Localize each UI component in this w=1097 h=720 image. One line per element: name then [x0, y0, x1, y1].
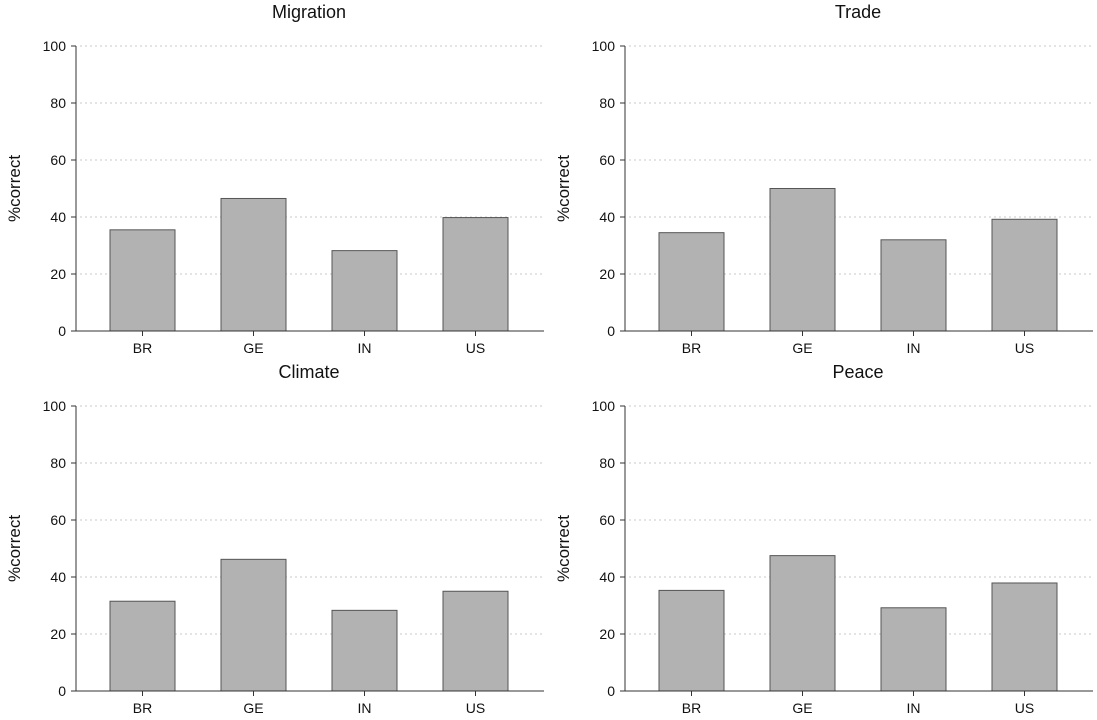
bar-ge [769, 188, 836, 332]
y-tick-label: 0 [607, 683, 615, 699]
y-tick-label: 80 [599, 95, 615, 111]
bar-in [880, 239, 947, 332]
bar-us [991, 218, 1058, 332]
bar-br [109, 600, 176, 692]
x-tick-label-in: IN [358, 340, 372, 356]
y-tick-label: 60 [599, 512, 615, 528]
y-tick-label: 80 [50, 455, 66, 471]
y-axis-label: %correct [5, 155, 24, 222]
y-tick-label: 20 [50, 626, 66, 642]
x-tick-label-ge: GE [792, 340, 812, 356]
x-tick-label-ge: GE [792, 700, 812, 716]
x-tick-label-us: US [1015, 700, 1034, 716]
x-tick-label-us: US [1015, 340, 1034, 356]
y-tick-label: 100 [592, 398, 616, 414]
x-tick-label-br: BR [133, 700, 152, 716]
y-tick-label: 0 [58, 323, 66, 339]
y-tick-label: 0 [607, 323, 615, 339]
y-tick-label: 80 [50, 95, 66, 111]
y-axis-label: %correct [554, 515, 573, 582]
y-tick-label: 40 [50, 569, 66, 585]
bar-ge [220, 558, 287, 692]
y-tick-label: 40 [599, 569, 615, 585]
y-tick-label: 40 [50, 209, 66, 225]
bar-br [658, 589, 725, 692]
y-tick-label: 100 [592, 38, 616, 54]
x-tick-label-br: BR [682, 700, 701, 716]
bar-us [991, 582, 1058, 692]
chart-title: Climate [278, 362, 339, 382]
bar-ge [220, 197, 287, 332]
bar-in [331, 250, 398, 332]
y-tick-label: 100 [43, 398, 67, 414]
y-tick-label: 20 [599, 266, 615, 282]
bar-br [658, 232, 725, 332]
x-tick-label-ge: GE [243, 340, 263, 356]
bar-ge [769, 555, 836, 692]
y-tick-label: 60 [50, 512, 66, 528]
x-tick-label-br: BR [133, 340, 152, 356]
x-tick-label-us: US [466, 340, 485, 356]
y-tick-label: 100 [43, 38, 67, 54]
bar-us [442, 590, 509, 692]
x-tick-label-ge: GE [243, 700, 263, 716]
chart-panel-trade: 0 20 40 60 80 100 BR GE IN US Trade %correct [554, 2, 1093, 356]
y-axis-label: %correct [5, 515, 24, 582]
chart-panel-climate: 0 20 40 60 80 100 BR GE IN US Climate %correct [5, 362, 544, 716]
x-tick-label-in: IN [907, 700, 921, 716]
x-tick-label-in: IN [907, 340, 921, 356]
bar-in [880, 607, 947, 692]
bar-br [109, 229, 176, 332]
x-tick-label-br: BR [682, 340, 701, 356]
chart-title: Migration [272, 2, 346, 22]
chart-title: Trade [835, 2, 881, 22]
y-tick-label: 60 [50, 152, 66, 168]
y-tick-label: 40 [599, 209, 615, 225]
x-tick-label-in: IN [358, 700, 372, 716]
y-tick-label: 80 [599, 455, 615, 471]
bar-in [331, 609, 398, 692]
y-axis-label: %correct [554, 155, 573, 222]
x-tick-label-us: US [466, 700, 485, 716]
bar-us [442, 217, 509, 332]
y-tick-label: 60 [599, 152, 615, 168]
y-tick-label: 0 [58, 683, 66, 699]
chart-panel-peace: 0 20 40 60 80 100 BR GE IN US Peace %correct [554, 362, 1093, 716]
y-tick-label: 20 [50, 266, 66, 282]
chart-title: Peace [832, 362, 883, 382]
chart-panel-migration: 0 20 40 60 80 100 BR GE IN US Migration %correct [5, 2, 544, 356]
y-tick-label: 20 [599, 626, 615, 642]
